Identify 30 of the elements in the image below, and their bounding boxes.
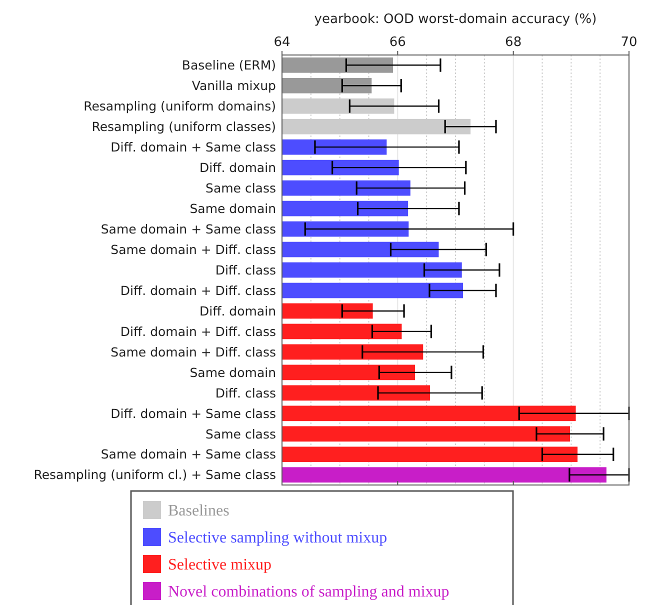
y-tick-label: Diff. domain + Same class: [110, 406, 276, 421]
x-tick-label: 70: [620, 35, 638, 50]
y-tick-label: Resampling (uniform classes): [92, 118, 276, 134]
y-tick-label: Same class: [206, 426, 276, 442]
legend-label: Selective mixup: [168, 556, 272, 574]
y-tick-label: Diff. domain: [200, 303, 276, 318]
y-tick-label: Diff. class: [215, 262, 276, 278]
y-tick-label: Same class: [206, 180, 276, 196]
y-tick-label: Same domain + Same class: [100, 221, 276, 236]
y-tick-label: Diff. domain + Diff. class: [120, 282, 276, 298]
y-tick-label: Diff. class: [215, 385, 276, 400]
y-tick-label: Same domain + Diff. class: [110, 242, 276, 257]
y-tick-label: Vanilla mixup: [192, 78, 276, 93]
y-tick-label: Baseline (ERM): [182, 58, 276, 73]
x-tick-label: 68: [505, 35, 522, 50]
y-tick-label: Same domain + Same class: [100, 446, 276, 462]
legend-label: Novel combinations of sampling and mixup: [168, 584, 450, 601]
y-tick-label: Diff. domain + Same class: [110, 139, 276, 154]
x-tick-label: 66: [389, 35, 406, 50]
y-tick-label: Same domain: [190, 200, 276, 216]
legend-label: Baselines: [168, 502, 230, 520]
legend-label: Selective sampling without mixup: [168, 530, 388, 547]
y-tick-label: Resampling (uniform domains): [84, 98, 276, 114]
y-tick-label: Same domain: [190, 364, 276, 380]
y-tick-label: Resampling (uniform cl.) + Same class: [34, 467, 276, 482]
x-axis-title: yearbook: OOD worst-domain accuracy (%): [314, 12, 597, 27]
x-tick-label: 64: [274, 35, 290, 50]
y-tick-label: Same domain + Diff. class: [110, 344, 276, 360]
y-tick-label: Diff. domain: [200, 160, 276, 175]
y-tick-label: Diff. domain + Diff. class: [120, 324, 276, 339]
